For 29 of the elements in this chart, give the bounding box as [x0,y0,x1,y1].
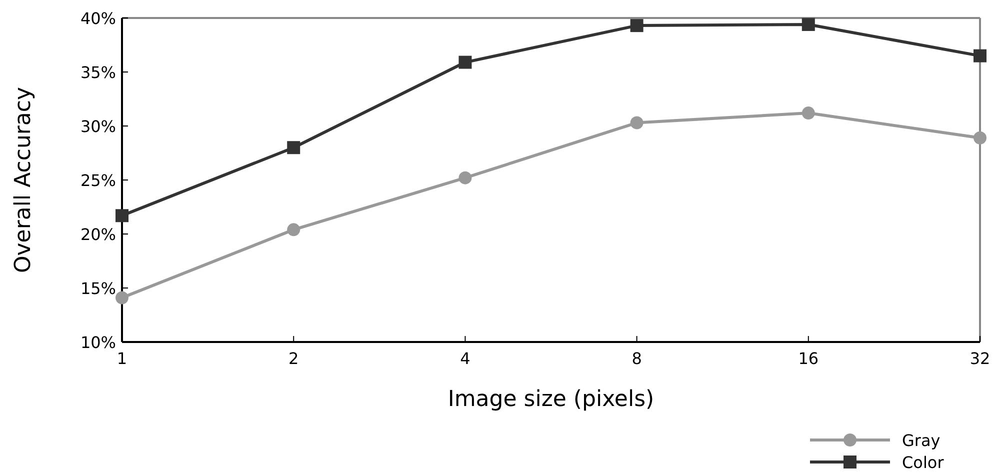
point [802,106,815,120]
point [458,171,472,184]
x-tick-label: 16 [798,349,819,368]
y-tick-label: 10% [80,333,116,352]
y-tick-label: 40% [80,9,116,28]
point [974,49,986,62]
point [630,116,644,130]
point [974,131,986,144]
point [802,18,815,31]
point [287,223,300,236]
y-axis-title: Overall Accuracy [11,86,36,274]
x-tick-label: 4 [460,349,470,368]
y-tick-label: 35% [80,63,116,82]
x-tick-label: 1 [116,349,128,368]
y-tick-label: 30% [80,117,116,136]
point [116,291,128,304]
y-tick-label: 20% [80,225,116,244]
x-tick-label: 32 [970,349,990,368]
point [630,19,644,32]
point [287,141,300,154]
point [116,209,128,222]
legend-label: Gray [902,431,940,450]
x-tick-label: 2 [288,349,299,368]
x-tick-label: 8 [632,349,642,368]
y-tick-label: 25% [80,171,116,190]
y-tick-label: 15% [80,279,116,298]
x-axis-title: Image size (pixels) [448,387,654,412]
point [458,56,472,69]
legend-label: Color [902,453,944,472]
